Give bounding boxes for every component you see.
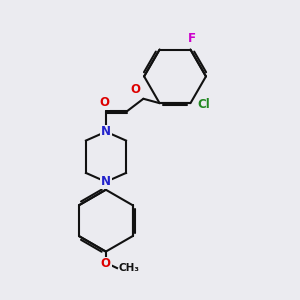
Text: N: N — [101, 175, 111, 188]
Text: F: F — [188, 32, 196, 45]
Text: O: O — [100, 96, 110, 110]
Text: O: O — [101, 257, 111, 271]
Text: O: O — [130, 83, 140, 96]
Text: CH₃: CH₃ — [118, 263, 139, 273]
Text: Cl: Cl — [197, 98, 210, 111]
Text: N: N — [101, 125, 111, 138]
